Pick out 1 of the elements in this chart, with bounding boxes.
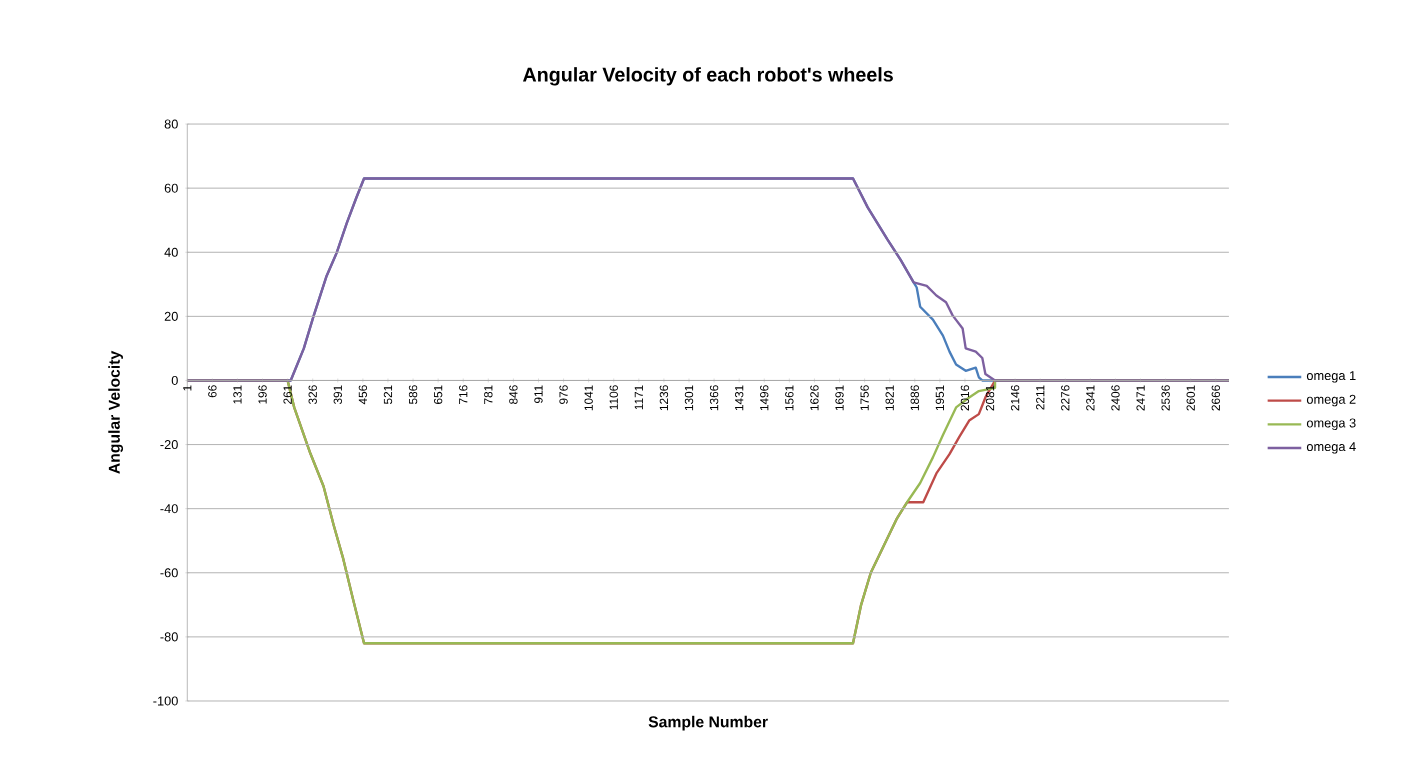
chart-title: Angular Velocity of each robot's wheels <box>522 67 893 86</box>
